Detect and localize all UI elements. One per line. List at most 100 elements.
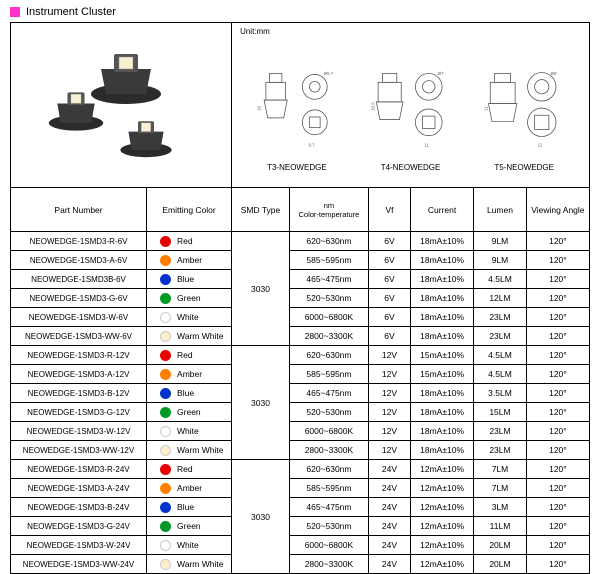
cell-nm: 465~475nm [289, 384, 368, 403]
cell-part-number: NEOWEDGE-1SMD3-B-24V [11, 498, 147, 517]
diagram-cell: Unit:mm 10 9.7 Ø5.7 [232, 23, 590, 188]
svg-text:12: 12 [537, 142, 542, 147]
table-row: NEOWEDGE-1SMD3-G-24VGreen520~530nm24V12m… [11, 517, 590, 536]
color-dot-icon [160, 274, 171, 285]
table-row: NEOWEDGE-1SMD3-R-12VRed3030620~630nm12V1… [11, 346, 590, 365]
cell-color: Green [147, 517, 232, 536]
cell-vf: 12V [368, 346, 410, 365]
cell-lumen: 23LM [474, 308, 527, 327]
cell-lumen: 3.5LM [474, 384, 527, 403]
nm-line2: Color-temperature [299, 210, 360, 219]
cell-part-number: NEOWEDGE-1SMD3-WW-6V [11, 327, 147, 346]
cell-current: 15mA±10% [411, 365, 474, 384]
cell-viewing-angle: 120° [526, 498, 589, 517]
cell-viewing-angle: 120° [526, 232, 589, 251]
table-row: NEOWEDGE-1SMD3-W-24VWhite6000~6800K24V12… [11, 536, 590, 555]
cell-current: 18mA±10% [411, 308, 474, 327]
cell-lumen: 7LM [474, 479, 527, 498]
cell-part-number: NEOWEDGE-1SMD3-B-12V [11, 384, 147, 403]
cell-nm: 585~595nm [289, 479, 368, 498]
svg-text:Ø7: Ø7 [437, 71, 443, 76]
t4-diagram-icon: 10.5 11 Ø7 [371, 59, 451, 159]
col-emitting-color: Emitting Color [147, 188, 232, 232]
table-row: NEOWEDGE-1SMD3-R-24VRed3030620~630nm24V1… [11, 460, 590, 479]
col-current: Current [411, 188, 474, 232]
cell-current: 15mA±10% [411, 346, 474, 365]
color-label: Red [177, 350, 193, 360]
cell-color: Blue [147, 270, 232, 289]
table-row: NEOWEDGE-1SMD3-G-6VGreen520~530nm6V18mA±… [11, 289, 590, 308]
color-dot-icon [160, 388, 171, 399]
cell-nm: 620~630nm [289, 460, 368, 479]
color-dot-icon [160, 464, 171, 475]
cell-color: Amber [147, 479, 232, 498]
color-label: Green [177, 521, 201, 531]
cell-current: 18mA±10% [411, 251, 474, 270]
color-label: Red [177, 236, 193, 246]
svg-text:10.5: 10.5 [371, 102, 376, 111]
cell-lumen: 15LM [474, 403, 527, 422]
color-label: Red [177, 464, 193, 474]
cell-color: Red [147, 346, 232, 365]
nm-line1: nm [324, 201, 334, 210]
cell-lumen: 4.5LM [474, 270, 527, 289]
cell-nm: 620~630nm [289, 346, 368, 365]
cell-vf: 12V [368, 384, 410, 403]
cell-viewing-angle: 120° [526, 308, 589, 327]
cell-part-number: NEOWEDGE-1SMD3-A-6V [11, 251, 147, 270]
cell-part-number: NEOWEDGE-1SMD3-G-6V [11, 289, 147, 308]
cell-nm: 520~530nm [289, 289, 368, 308]
cell-viewing-angle: 120° [526, 384, 589, 403]
header-row: Part Number Emitting Color SMD Type nmCo… [11, 188, 590, 232]
color-label: Blue [177, 502, 194, 512]
svg-text:Ø5.7: Ø5.7 [324, 71, 334, 76]
cell-vf: 24V [368, 517, 410, 536]
col-vf: Vf [368, 188, 410, 232]
cell-part-number: NEOWEDGE-1SMD3-R-6V [11, 232, 147, 251]
cell-vf: 24V [368, 460, 410, 479]
table-row: NEOWEDGE-1SMD3-G-12VGreen520~530nm12V18m… [11, 403, 590, 422]
cell-color: Warm White [147, 441, 232, 460]
cell-current: 18mA±10% [411, 403, 474, 422]
cell-vf: 6V [368, 232, 410, 251]
top-row: Unit:mm 10 9.7 Ø5.7 [11, 23, 590, 188]
cell-color: Amber [147, 365, 232, 384]
col-nm: nmColor-temperature [289, 188, 368, 232]
color-label: Amber [177, 255, 202, 265]
cell-vf: 24V [368, 479, 410, 498]
cell-vf: 6V [368, 327, 410, 346]
cell-lumen: 23LM [474, 422, 527, 441]
table-row: NEOWEDGE-1SMD3-B-12VBlue465~475nm12V18mA… [11, 384, 590, 403]
cell-current: 12mA±10% [411, 536, 474, 555]
cell-part-number: NEOWEDGE-1SMD3-WW-24V [11, 555, 147, 574]
cell-color: Amber [147, 251, 232, 270]
diagram-label: T4-NEOWEDGE [381, 163, 441, 172]
table-row: NEOWEDGE-1SMD3-A-24VAmber585~595nm24V12m… [11, 479, 590, 498]
cell-nm: 6000~6800K [289, 422, 368, 441]
color-label: Green [177, 293, 201, 303]
cell-viewing-angle: 120° [526, 289, 589, 308]
color-label: Amber [177, 369, 202, 379]
color-dot-icon [160, 236, 171, 247]
cell-viewing-angle: 120° [526, 555, 589, 574]
color-dot-icon [160, 502, 171, 513]
cell-viewing-angle: 120° [526, 536, 589, 555]
cell-smd-type: 3030 [232, 460, 290, 574]
color-label: Green [177, 407, 201, 417]
color-dot-icon [160, 445, 171, 456]
cell-part-number: NEOWEDGE-1SMD3B-6V [11, 270, 147, 289]
color-dot-icon [160, 559, 171, 570]
col-smd-type: SMD Type [232, 188, 290, 232]
cell-part-number: NEOWEDGE-1SMD3-G-24V [11, 517, 147, 536]
cell-color: Blue [147, 498, 232, 517]
cell-lumen: 20LM [474, 555, 527, 574]
cell-color: Blue [147, 384, 232, 403]
cell-current: 18mA±10% [411, 270, 474, 289]
cell-vf: 12V [368, 403, 410, 422]
color-dot-icon [160, 255, 171, 266]
diagrams-row: 10 9.7 Ø5.7 T3-NEOWEDGE [240, 42, 581, 172]
cell-current: 12mA±10% [411, 460, 474, 479]
page-title: Instrument Cluster [26, 6, 116, 18]
cell-current: 18mA±10% [411, 327, 474, 346]
cell-smd-type: 3030 [232, 232, 290, 346]
